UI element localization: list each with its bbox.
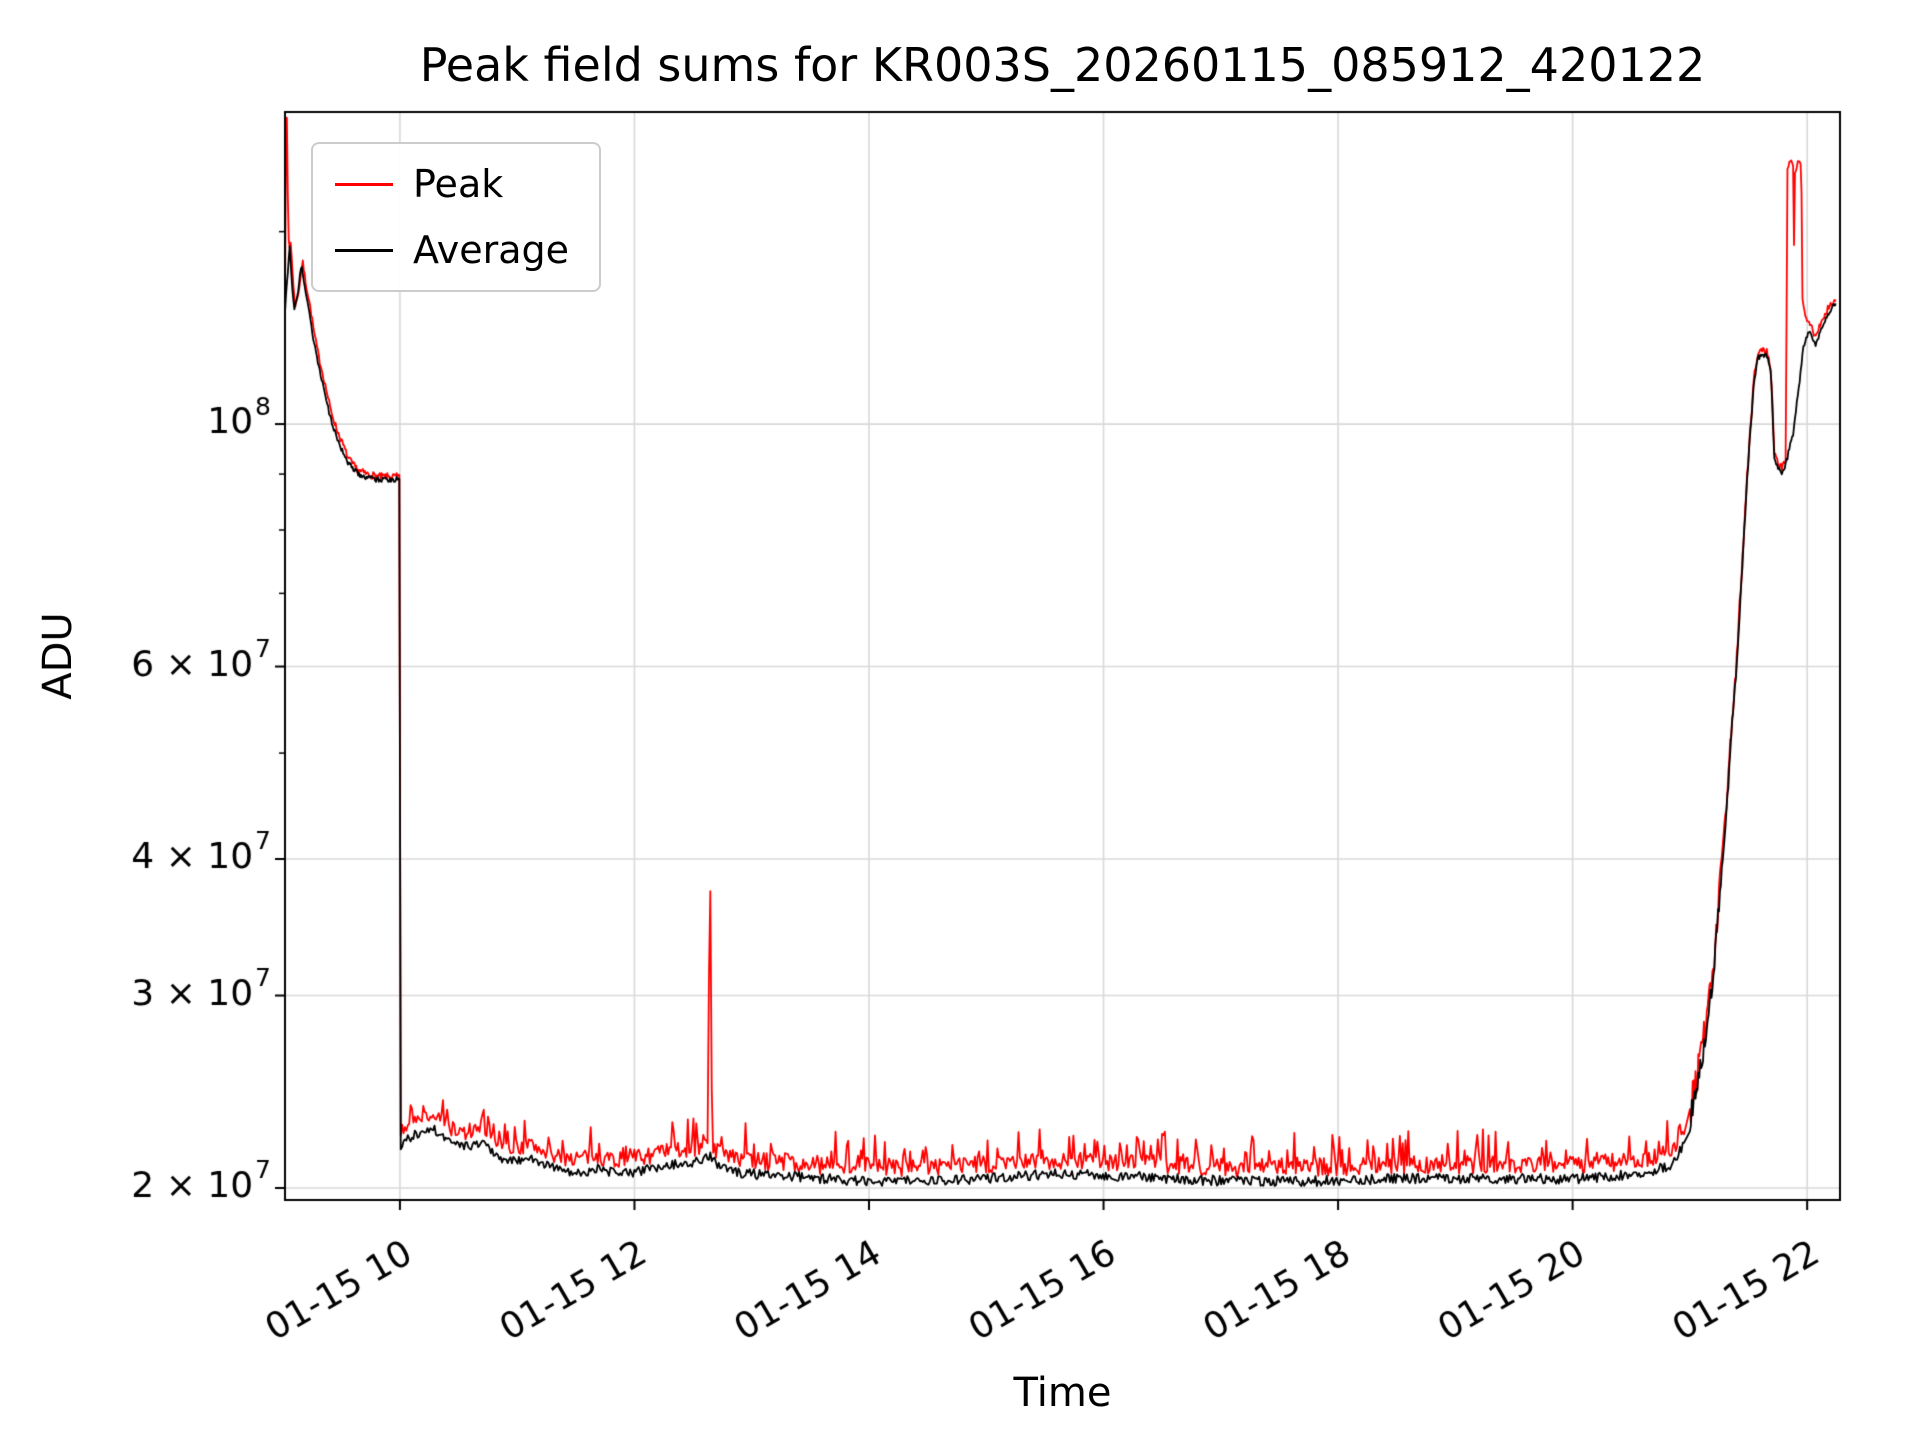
legend-label-peak: Peak [413, 162, 504, 206]
average-line-sample-icon [335, 248, 393, 252]
legend-entry-peak: Peak [335, 162, 569, 206]
legend: Peak Average [311, 142, 602, 292]
legend-label-average: Average [413, 228, 570, 272]
y-axis-label: ADU [35, 612, 81, 700]
chart-title: Peak field sums for KR003S_20260115_0859… [419, 38, 1706, 92]
legend-entry-average: Average [335, 228, 569, 272]
peak-line-sample-icon [335, 182, 393, 186]
x-axis-label: Time [1013, 1370, 1112, 1416]
